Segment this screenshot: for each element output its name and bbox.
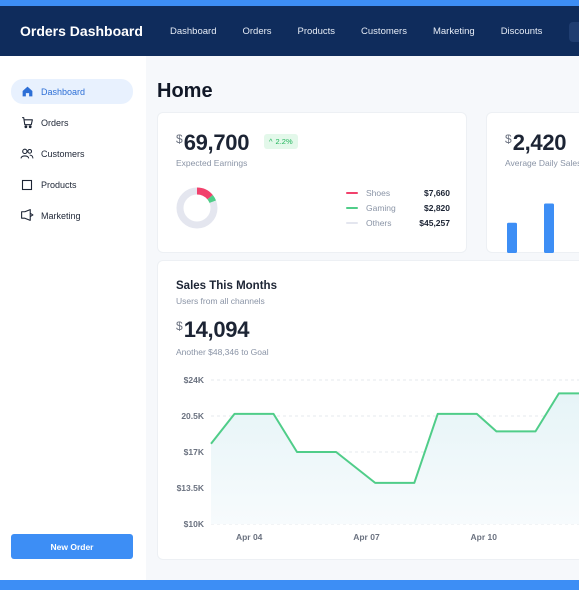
currency-symbol: $ [505, 132, 512, 146]
legend-amount: $7,660 [424, 188, 450, 198]
legend-item-shoes: Shoes $7,660 [346, 187, 450, 199]
y-tick-label: $24K [184, 375, 205, 385]
earnings-card: $ 69,700 ^ 2.2% Expected Earnings Shoes … [157, 112, 467, 253]
sales-amount: 14,094 [183, 317, 250, 342]
series-line [210, 392, 579, 484]
header-action-button[interactable] [569, 22, 579, 42]
x-tick-label: Apr 07 [353, 532, 380, 542]
top-nav: Dashboard Orders Products Customers Mark… [170, 26, 568, 37]
change-value: 2.2% [275, 137, 293, 146]
sidebar-item-orders[interactable]: Orders [11, 110, 133, 135]
legend-swatch [346, 207, 358, 209]
daily-sales-card: $ 2,420 Average Daily Sales [486, 112, 579, 253]
earnings-value: $ 69,700 [176, 130, 249, 156]
area-fill [211, 393, 579, 524]
top-accent-stripe [0, 0, 579, 6]
legend-swatch [346, 222, 358, 224]
earnings-amount: 69,700 [183, 130, 250, 155]
topnav-products[interactable]: Products [297, 25, 336, 37]
currency-symbol: $ [176, 132, 183, 146]
donut-slice-others [176, 187, 218, 229]
sidebar-item-label: Marketing [41, 210, 81, 221]
legend-swatch [346, 192, 358, 194]
legend-amount: $2,820 [424, 203, 450, 213]
sidebar-item-label: Products [41, 179, 77, 190]
sidebar-item-label: Dashboard [41, 86, 86, 97]
sidebar-item-customers[interactable]: Customers [11, 141, 133, 166]
sales-value: $ 14,094 [176, 317, 249, 343]
sidebar-item-products[interactable]: Products [11, 172, 133, 197]
earnings-subtitle: Expected Earnings [176, 158, 248, 168]
daily-bar [544, 203, 554, 253]
legend-amount: $45,257 [419, 218, 450, 228]
currency-symbol: $ [176, 319, 183, 333]
goal-text: Another $48,346 to Goal [176, 347, 269, 357]
box-icon [20, 178, 34, 192]
topnav-orders[interactable]: Orders [242, 25, 272, 37]
sales-area-chart: $24K 20.5K $17K $13.5K $10K Apr 04 Apr 07 Apr … [177, 375, 579, 542]
new-order-button[interactable]: New Order [11, 534, 133, 559]
daily-subtitle: Average Daily Sales [505, 158, 579, 168]
legend-label: Others [366, 218, 392, 228]
topnav-dashboard[interactable]: Dashboard [170, 25, 217, 37]
y-tick-label: $13.5K [177, 483, 205, 493]
topnav-customers[interactable]: Customers [361, 25, 407, 37]
x-tick-label: Apr 04 [236, 532, 263, 542]
sales-chart-card: Sales This Months Users from all channel… [157, 260, 579, 560]
topnav-discounts[interactable]: Discounts [500, 25, 543, 37]
y-tick-label: $17K [184, 447, 205, 457]
chart-subtitle: Users from all channels [176, 296, 265, 306]
users-icon [20, 147, 34, 161]
earnings-donut [176, 187, 218, 229]
sidebar-item-label: Customers [41, 148, 85, 159]
daily-bar [507, 222, 517, 253]
legend-item-others: Others $45,257 [346, 217, 450, 229]
bottom-accent-stripe [0, 580, 579, 590]
sidebar-item-marketing[interactable]: Marketing [11, 203, 133, 228]
daily-value: $ 2,420 [505, 130, 567, 156]
brand-title: Orders Dashboard [20, 23, 143, 39]
legend-label: Shoes [366, 188, 391, 198]
page-title: Home [157, 80, 213, 102]
cart-icon [20, 116, 34, 130]
home-icon [20, 85, 34, 99]
sidebar: Dashboard Orders Customers Products Mark… [0, 56, 146, 580]
y-tick-label: $10K [184, 519, 205, 529]
megaphone-icon [20, 209, 34, 223]
topnav-marketing[interactable]: Marketing [432, 25, 475, 37]
legend-label: Gaming [366, 203, 396, 213]
arrow-up-icon: ^ [269, 137, 273, 146]
change-badge: ^ 2.2% [264, 134, 298, 149]
y-tick-label: 20.5K [181, 411, 205, 421]
chart-title: Sales This Months [176, 280, 277, 292]
top-header: Orders Dashboard Dashboard Orders Produc… [0, 6, 579, 56]
legend-item-gaming: Gaming $2,820 [346, 202, 450, 214]
sidebar-item-dashboard[interactable]: Dashboard [11, 79, 133, 104]
x-tick-label: Apr 10 [470, 532, 497, 542]
daily-bars [507, 203, 554, 253]
sidebar-item-label: Orders [41, 117, 69, 128]
daily-amount: 2,420 [512, 130, 567, 155]
